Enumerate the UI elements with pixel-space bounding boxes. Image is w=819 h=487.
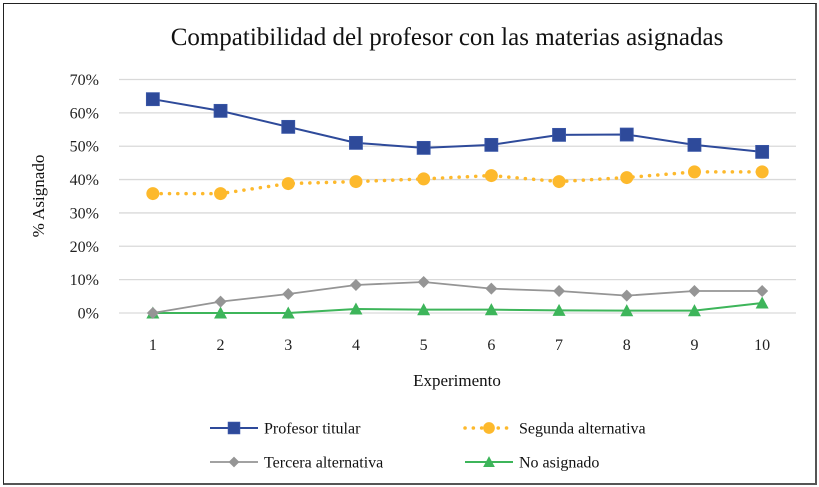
data-point-tercera-alternativa xyxy=(688,284,701,297)
x-tick-label: 10 xyxy=(754,337,770,354)
series-layer xyxy=(145,92,770,319)
chart-title: Compatibilidad del profesor con las mate… xyxy=(171,24,724,51)
data-point-tercera-alternativa xyxy=(485,282,498,295)
data-point-profesor-titular xyxy=(416,140,431,155)
data-point-tercera-alternativa xyxy=(282,287,295,300)
data-point-no-asignado xyxy=(281,306,295,319)
legend-label: Tercera alternativa xyxy=(264,455,383,472)
legend-item-profesor-titular: Profesor titular xyxy=(210,421,361,438)
data-point-profesor-titular xyxy=(349,135,363,150)
data-point-no-asignado xyxy=(687,304,701,317)
legend-marker-square-icon xyxy=(227,421,241,435)
data-point-tercera-alternativa xyxy=(756,284,769,297)
legend-item-segunda-alternativa: Segunda alternativa xyxy=(463,421,646,438)
data-point-profesor-titular xyxy=(552,127,566,142)
legend-marker-circle-icon xyxy=(483,422,495,434)
legend-label: Segunda alternativa xyxy=(519,421,646,438)
series-tercera-alternativa xyxy=(146,275,769,319)
y-tick-label: 60% xyxy=(70,105,99,122)
data-point-tercera-alternativa xyxy=(553,284,566,297)
series-line-tercera-alternativa xyxy=(152,281,763,314)
data-point-no-asignado xyxy=(417,303,431,316)
x-tick-label: 9 xyxy=(690,337,698,354)
x-tick-label: 6 xyxy=(487,337,495,354)
series-profesor-titular xyxy=(145,92,770,159)
x-tick-label: 2 xyxy=(217,337,225,354)
legend: Profesor titular Segunda alternativa Terce… xyxy=(210,421,646,472)
series-segunda-alternativa xyxy=(146,165,769,201)
x-tick-label: 5 xyxy=(420,337,428,354)
data-point-no-asignado xyxy=(620,304,634,317)
data-point-segunda-alternativa xyxy=(620,171,634,185)
legend-label: No asignado xyxy=(519,455,599,472)
data-point-tercera-alternativa xyxy=(214,295,227,308)
data-point-profesor-titular xyxy=(484,137,499,152)
data-point-tercera-alternativa xyxy=(417,275,430,288)
legend-marker-diamond-icon xyxy=(228,456,240,468)
y-axis-ticks: 0% 10% 20% 30% 40% 50% 60% 70% xyxy=(70,72,99,323)
data-point-segunda-alternativa xyxy=(281,177,295,191)
data-point-profesor-titular xyxy=(213,103,228,118)
data-point-profesor-titular xyxy=(755,144,770,159)
data-point-segunda-alternativa xyxy=(484,169,498,183)
y-tick-label: 10% xyxy=(70,272,99,289)
data-point-tercera-alternativa xyxy=(146,307,159,319)
y-tick-label: 70% xyxy=(70,72,99,89)
data-point-profesor-titular xyxy=(281,119,296,134)
data-point-segunda-alternativa xyxy=(146,187,160,201)
data-point-tercera-alternativa xyxy=(620,289,633,302)
x-tick-label: 4 xyxy=(352,337,360,354)
x-tick-label: 7 xyxy=(555,337,563,354)
data-point-tercera-alternativa xyxy=(349,278,362,291)
data-point-segunda-alternativa xyxy=(417,172,431,186)
legend-item-tercera-alternativa: Tercera alternativa xyxy=(210,455,383,472)
data-point-segunda-alternativa xyxy=(214,187,228,201)
data-point-segunda-alternativa xyxy=(349,175,363,189)
data-point-no-asignado xyxy=(484,303,498,316)
data-point-no-asignado xyxy=(755,296,769,309)
data-point-no-asignado xyxy=(552,303,566,316)
series-line-no-asignado xyxy=(152,301,763,314)
y-tick-label: 40% xyxy=(70,172,99,189)
series-line-segunda-alternativa xyxy=(151,170,764,196)
data-point-no-asignado xyxy=(349,302,363,315)
y-tick-label: 30% xyxy=(70,205,99,222)
x-tick-label: 1 xyxy=(149,337,157,354)
y-tick-label: 0% xyxy=(78,306,99,323)
y-axis-title: % Asignado xyxy=(29,155,48,238)
x-axis-title: Experimento xyxy=(413,371,501,390)
legend-marker-triangle-icon xyxy=(483,456,495,467)
legend-item-no-asignado: No asignado xyxy=(465,455,599,472)
data-point-no-asignado xyxy=(214,306,228,319)
data-point-profesor-titular xyxy=(619,127,634,142)
x-tick-label: 3 xyxy=(284,337,292,354)
data-point-segunda-alternativa xyxy=(552,175,566,189)
data-point-segunda-alternativa xyxy=(755,165,769,179)
data-point-segunda-alternativa xyxy=(687,165,701,179)
y-tick-label: 50% xyxy=(70,139,99,156)
legend-label: Profesor titular xyxy=(264,421,361,438)
data-point-profesor-titular xyxy=(687,137,702,152)
x-axis-ticks: 1 2 3 4 5 6 7 8 9 10 xyxy=(149,337,770,354)
data-point-profesor-titular xyxy=(145,92,160,107)
y-tick-label: 20% xyxy=(70,239,99,256)
chart-frame xyxy=(3,3,817,485)
x-tick-label: 8 xyxy=(623,337,631,354)
series-line-profesor-titular xyxy=(152,98,763,153)
